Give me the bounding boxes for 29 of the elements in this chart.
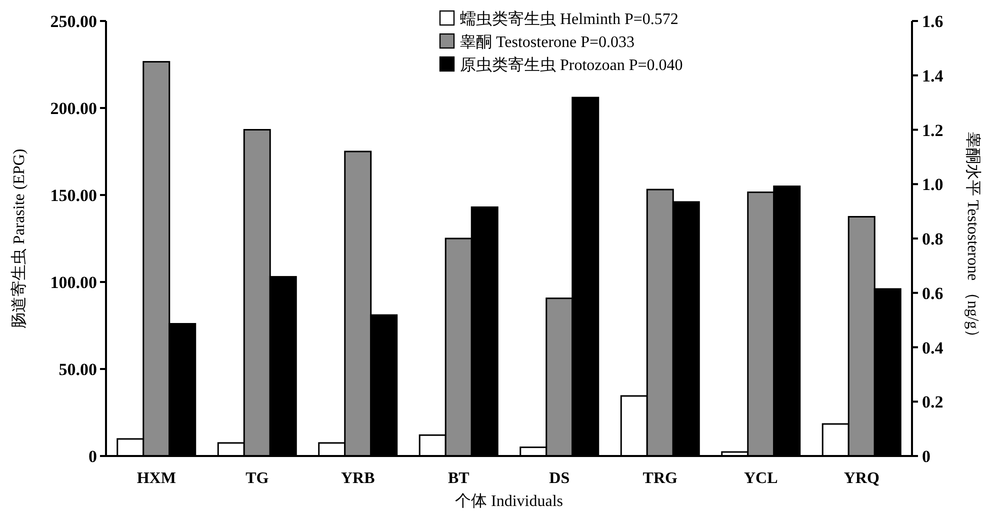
x-tick-label: YRB xyxy=(340,470,376,487)
x-tick-label: YRQ xyxy=(844,470,880,487)
y-tick-label: 50.00 xyxy=(58,360,97,379)
y-tick-label: 200.00 xyxy=(50,99,97,118)
y-tick-label: 250.00 xyxy=(50,12,97,31)
x-tick-label: HXM xyxy=(136,470,176,487)
y-axis-title: 肠道寄生虫 Parasite (EPG) xyxy=(10,148,28,328)
x-tick-label: TG xyxy=(246,470,270,487)
y2-tick-label: 0.8 xyxy=(922,230,944,248)
legend-label: 蠕虫类寄生虫 Helminth P=0.572 xyxy=(460,10,678,28)
y2-tick-label: 0.2 xyxy=(922,392,944,412)
x-tick-label: TRG xyxy=(642,470,678,487)
x-axis-title: 个体 Individuals xyxy=(455,492,563,510)
y2-tick-label: 1.2 xyxy=(922,120,944,140)
y2-tick-label: 0 xyxy=(922,447,930,466)
y2-tick-label: 1.6 xyxy=(922,12,944,31)
y2-tick-label: 0.4 xyxy=(922,338,944,358)
x-tick-label: DS xyxy=(549,470,570,487)
y-tick-label: 0 xyxy=(88,447,97,466)
x-tick-label: BT xyxy=(448,470,470,487)
y2-tick-label: 0.6 xyxy=(922,284,944,303)
y2-tick-label: 1.4 xyxy=(922,66,944,86)
x-tick-label: YCL xyxy=(744,470,778,487)
legend-label: 睾酮 Testosterone P=0.033 xyxy=(460,34,635,51)
y2-axis-title: 睾酮水平 Testosterone （ng/g） xyxy=(964,132,982,346)
y-tick-label: 150.00 xyxy=(50,186,97,205)
y2-tick-label: 1.0 xyxy=(922,175,944,194)
legend-label: 原虫类寄生虫 Protozoan P=0.040 xyxy=(460,56,683,74)
y-tick-label: 100.00 xyxy=(50,273,97,292)
